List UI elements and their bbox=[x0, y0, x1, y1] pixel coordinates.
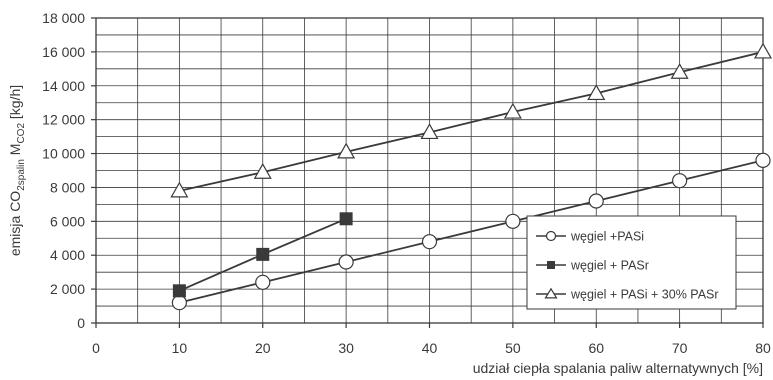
legend-label: węgiel +PASi bbox=[570, 230, 644, 244]
y-tick-label: 2 000 bbox=[50, 281, 85, 297]
data-point-circle bbox=[505, 213, 521, 229]
y-tick-label: 16 000 bbox=[42, 44, 85, 60]
x-tick-label: 60 bbox=[588, 340, 604, 356]
y-axis-title-part: [kg/h] bbox=[7, 85, 23, 123]
series-layer bbox=[170, 42, 773, 311]
axes: 0 2 000 4 000 6 000 8 000 10 000 12 000 14 000 1… bbox=[7, 10, 771, 376]
series-triangle bbox=[170, 42, 773, 198]
legend-label: węgiel + PASr bbox=[570, 259, 649, 273]
legend-label: węgiel + PASi + 30% PASr bbox=[570, 288, 719, 302]
data-point-triangle bbox=[544, 287, 558, 299]
y-tick-label: 6 000 bbox=[50, 213, 85, 229]
data-point-triangle bbox=[587, 84, 606, 101]
y-axis-title-part: emisja CO bbox=[7, 191, 23, 256]
y-tick-label: 10 000 bbox=[42, 146, 85, 162]
data-point-square bbox=[339, 212, 353, 226]
data-point-circle bbox=[171, 295, 187, 311]
x-tick-label: 40 bbox=[422, 340, 438, 356]
data-point-triangle bbox=[170, 181, 189, 198]
y-tick-label: 14 000 bbox=[42, 78, 85, 94]
y-axis-title-part: M bbox=[7, 144, 23, 160]
y-axis-title-subscript: CO2 bbox=[16, 123, 27, 144]
data-point-circle bbox=[545, 230, 557, 242]
x-axis-title: udział ciepła spalania paliw alternatywn… bbox=[473, 360, 763, 376]
data-point-square bbox=[547, 261, 555, 269]
y-tick-label: 8 000 bbox=[50, 179, 85, 195]
x-tick-label: 30 bbox=[338, 340, 354, 356]
data-point-square bbox=[172, 284, 186, 298]
y-tick-label: 0 bbox=[77, 315, 85, 331]
series-line bbox=[179, 51, 764, 192]
data-point-circle bbox=[588, 193, 604, 209]
x-tick-label: 0 bbox=[92, 340, 100, 356]
x-tick-label: 50 bbox=[505, 340, 521, 356]
data-point-circle bbox=[338, 254, 354, 270]
data-point-triangle bbox=[337, 142, 356, 159]
x-tick-label: 20 bbox=[255, 340, 271, 356]
x-tick-label: 70 bbox=[672, 340, 688, 356]
data-point-circle bbox=[755, 152, 771, 168]
x-tick-label: 80 bbox=[755, 340, 771, 356]
data-point-circle bbox=[672, 173, 688, 189]
data-point-square bbox=[256, 247, 270, 261]
data-point-circle bbox=[421, 234, 438, 250]
data-point-triangle bbox=[503, 102, 522, 119]
y-tick-label: 12 000 bbox=[42, 112, 85, 128]
x-tick-label: 10 bbox=[172, 340, 188, 356]
data-point-triangle bbox=[420, 123, 439, 140]
data-point-circle bbox=[255, 274, 271, 290]
y-axis-title: emisja CO2spalin MCO2 [kg/h] bbox=[7, 85, 27, 256]
data-point-triangle bbox=[253, 162, 272, 179]
data-point-triangle bbox=[670, 62, 689, 79]
y-axis-title-subscript: 2spalin bbox=[16, 159, 27, 191]
y-tick-label: 18 000 bbox=[42, 10, 85, 26]
y-tick-label: 4 000 bbox=[50, 247, 85, 263]
data-point-triangle bbox=[753, 42, 773, 59]
series-line bbox=[179, 159, 764, 304]
series-circle bbox=[171, 152, 771, 311]
series-square bbox=[172, 212, 353, 298]
legend: węgiel +PASi węgiel + PASr węgiel + PASi +… bbox=[526, 215, 737, 310]
